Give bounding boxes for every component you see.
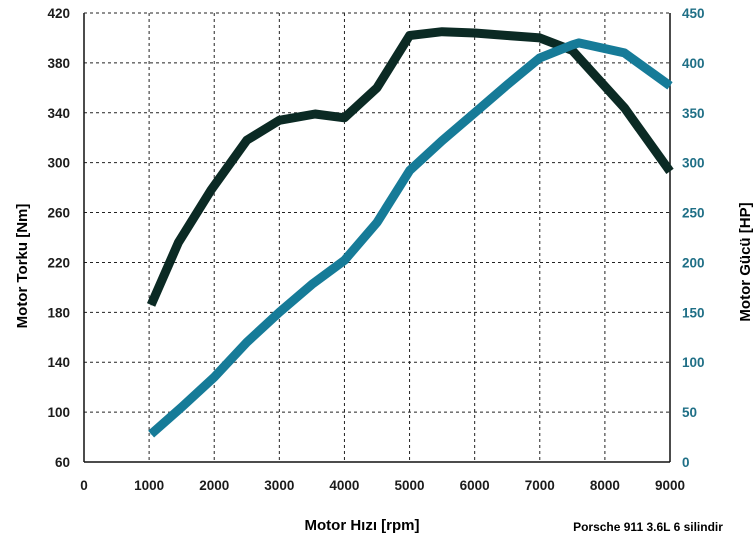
engine-note: Porsche 911 3.6L 6 silindir <box>573 520 723 534</box>
torque-data-point <box>150 304 152 306</box>
y-tick-right-label: 200 <box>682 255 705 270</box>
power-series-line <box>148 38 673 438</box>
x-axis-title: Motor Hızı [rpm] <box>305 517 420 534</box>
torque-data-point <box>571 49 573 51</box>
left-axis-ticks: 60 100 140 180 220 260 300 340 380 420 <box>47 6 70 470</box>
x-tick-label: 0 <box>80 478 88 493</box>
x-tick-label: 6000 <box>460 478 490 493</box>
power-data-point <box>150 433 152 435</box>
x-tick-label: 9000 <box>655 478 685 493</box>
torque-series-line <box>146 27 674 307</box>
power-data-point <box>181 406 183 408</box>
power-data-point <box>246 341 248 343</box>
power-data-point <box>623 52 625 54</box>
x-tick-label: 5000 <box>395 478 425 493</box>
torque-data-point <box>177 241 179 243</box>
y-tick-left-label: 180 <box>47 305 70 320</box>
y-axis-right-title: Motor Gücü [HP] <box>737 202 754 321</box>
plot-frame <box>83 12 671 463</box>
torque-data-point <box>474 32 476 34</box>
torque-data-point <box>409 34 411 36</box>
y-tick-left-label: 380 <box>47 56 70 71</box>
y-tick-right-label: 400 <box>682 56 705 71</box>
power-data-point <box>539 57 541 59</box>
series-layer <box>146 27 674 438</box>
y-tick-right-label: 100 <box>682 355 705 370</box>
y-tick-right-label: 150 <box>682 305 705 320</box>
power-data-point <box>669 85 671 87</box>
torque-data-point <box>343 117 345 119</box>
y-tick-left-label: 220 <box>47 255 70 270</box>
power-data-point <box>506 84 508 86</box>
torque-data-point <box>506 34 508 36</box>
x-tick-label: 4000 <box>329 478 359 493</box>
y-tick-right-label: 300 <box>682 156 705 171</box>
torque-data-point <box>376 87 378 89</box>
power-data-point <box>409 170 411 172</box>
power-data-point <box>578 42 580 44</box>
grid <box>84 13 670 462</box>
torque-data-point <box>623 107 625 109</box>
y-tick-right-label: 250 <box>682 206 705 221</box>
y-tick-right-label: 0 <box>682 455 690 470</box>
torque-data-point <box>278 119 280 121</box>
power-data-point <box>213 376 215 378</box>
torque-data-point <box>246 139 248 141</box>
power-data-point <box>474 112 476 114</box>
y-tick-left-label: 340 <box>47 106 70 121</box>
x-axis-ticks: 0 1000 2000 3000 4000 5000 6000 7000 8000 9000 <box>80 478 685 493</box>
y-tick-left-label: 300 <box>47 156 70 171</box>
y-tick-left-label: 420 <box>47 6 70 21</box>
power-data-point <box>278 311 280 313</box>
power-data-point <box>311 283 313 285</box>
y-tick-left-label: 100 <box>47 405 70 420</box>
torque-data-point <box>441 31 443 33</box>
y-tick-right-label: 350 <box>682 106 705 121</box>
right-axis-ticks: 0 50 100 150 200 250 300 350 400 450 <box>682 6 705 470</box>
torque-data-point <box>314 113 316 115</box>
torque-data-point <box>669 170 671 172</box>
y-tick-left-label: 140 <box>47 355 70 370</box>
y-tick-right-label: 450 <box>682 6 705 21</box>
x-tick-label: 3000 <box>264 478 294 493</box>
torque-data-point <box>210 189 212 191</box>
power-data-point <box>376 222 378 224</box>
power-data-point <box>441 140 443 142</box>
y-tick-left-label: 60 <box>55 455 70 470</box>
power-data-point <box>571 44 573 46</box>
x-tick-label: 8000 <box>590 478 620 493</box>
torque-data-point <box>539 37 541 39</box>
x-tick-label: 7000 <box>525 478 555 493</box>
y-tick-right-label: 50 <box>682 405 697 420</box>
x-tick-label: 2000 <box>199 478 229 493</box>
y-tick-left-label: 260 <box>47 206 70 221</box>
x-tick-label: 1000 <box>134 478 164 493</box>
power-data-point <box>343 259 345 261</box>
y-axis-left-title: Motor Torku [Nm] <box>14 204 31 329</box>
